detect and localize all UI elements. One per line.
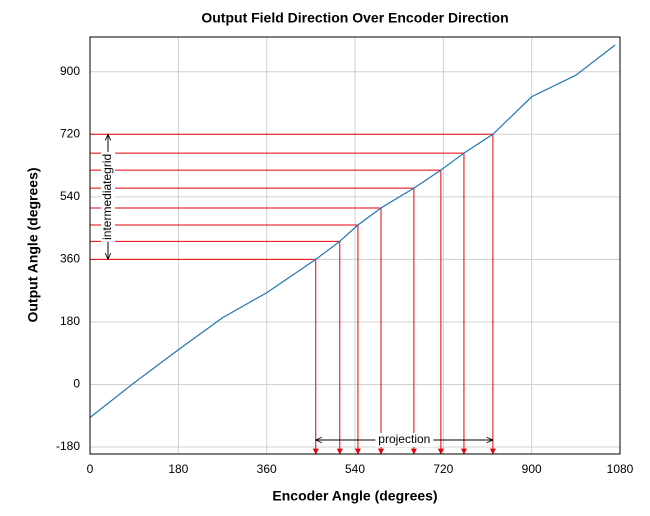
y-tick-label: 720 [60, 126, 80, 140]
chart-title: Output Field Direction Over Encoder Dire… [201, 10, 508, 26]
x-tick-label: 900 [522, 462, 542, 476]
y-tick-label: 540 [60, 189, 80, 203]
x-tick-label: 540 [345, 462, 365, 476]
annotation-bg [101, 151, 115, 242]
y-tick-label: 180 [60, 314, 80, 328]
y-tick-label: 360 [60, 252, 80, 266]
annotation-bg [375, 433, 434, 447]
x-axis-label: Encoder Angle (degrees) [272, 488, 437, 504]
annotation-label: projection [378, 432, 430, 446]
x-tick-label: 180 [168, 462, 188, 476]
annotation-label: intermediategrid [100, 154, 114, 240]
x-tick-label: 1080 [607, 462, 634, 476]
y-tick-label: 0 [73, 377, 80, 391]
y-tick-label: -180 [56, 439, 80, 453]
plot-frame [89, 36, 621, 455]
x-tick-label: 360 [257, 462, 277, 476]
grid-layer [89, 37, 621, 454]
data-line [89, 44, 616, 418]
x-tick-label: 720 [433, 462, 453, 476]
mark-layer: intermediategrid projection [89, 44, 616, 455]
x-tick-label: 0 [87, 462, 94, 476]
y-axis-label: Output Angle (degrees) [25, 167, 41, 322]
y-tick-label: 900 [60, 64, 80, 78]
